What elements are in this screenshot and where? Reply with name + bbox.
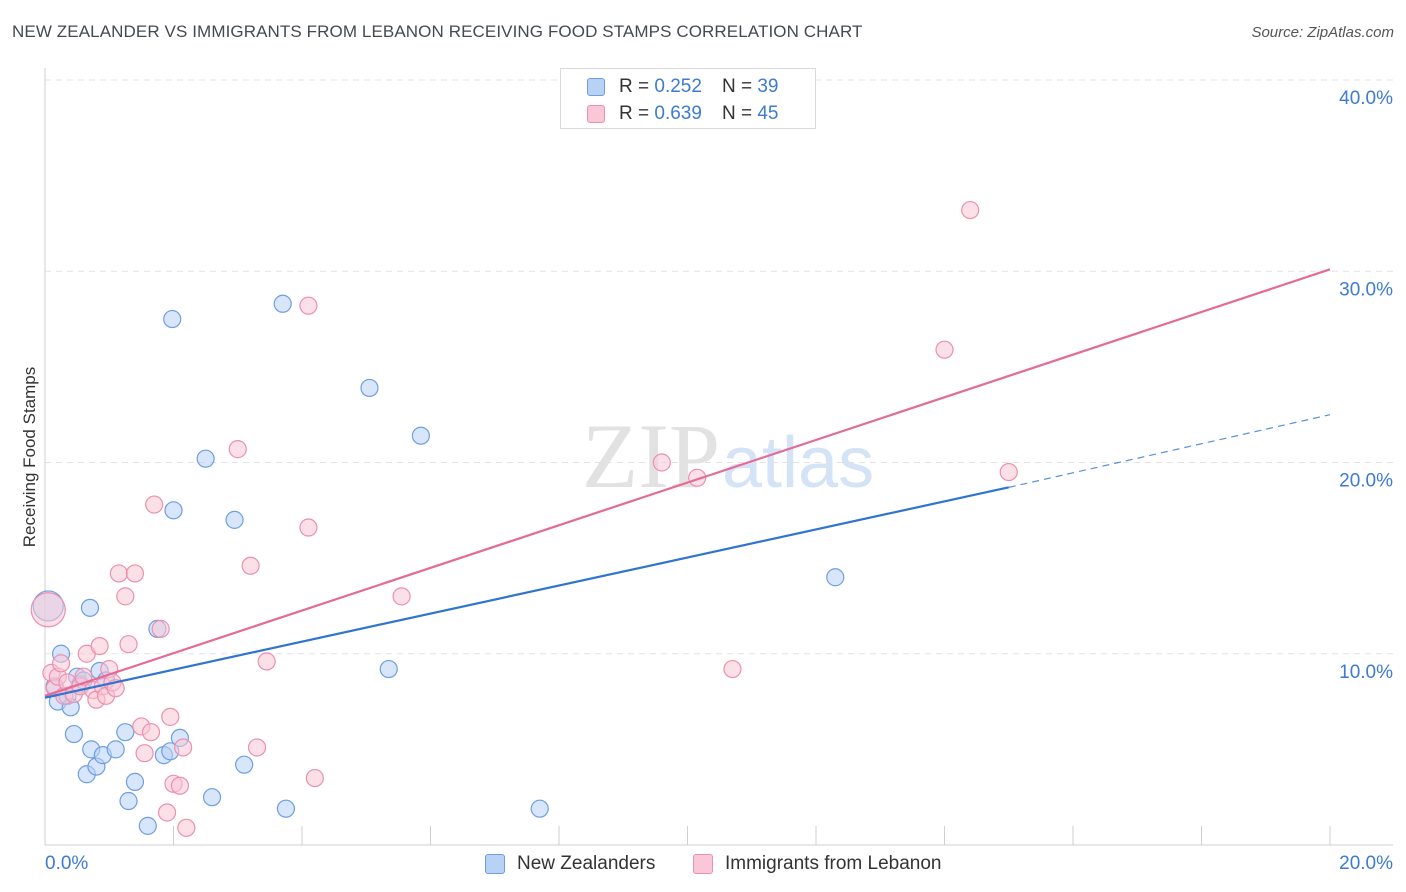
- new-zealanders-point: [360, 378, 379, 398]
- bottom-legend-label: Immigrants from Lebanon: [725, 853, 942, 874]
- new-zealanders-trend-line: [44, 486, 1009, 699]
- y-tick-label: 20.0%: [1339, 471, 1393, 492]
- new-zealanders-point: [106, 740, 125, 759]
- tick-labels: 10.0% 20.0% 30.0% 40.0% 0.0% 20.0%: [45, 88, 1393, 874]
- trend-lines: [44, 268, 1331, 699]
- lebanon-point: [392, 587, 411, 606]
- new-zealanders-point: [164, 501, 183, 520]
- x-tick-label: 20.0%: [1339, 853, 1393, 874]
- lebanon-point: [652, 453, 671, 472]
- new-zealanders-point: [138, 816, 157, 835]
- lebanon-point: [228, 440, 247, 459]
- lebanon-point: [170, 776, 190, 795]
- legend-row-lebanon: R = 0.639 N = 45: [587, 102, 778, 126]
- lebanon-point: [119, 635, 138, 654]
- lebanon-point: [247, 738, 267, 757]
- lebanon-point: [151, 619, 170, 638]
- bottom-legend-label: New Zealanders: [517, 853, 656, 874]
- new-zealanders-point: [125, 772, 145, 791]
- bottom-legend-swatch-pink: [693, 854, 713, 874]
- bottom-legend-swatch-blue: [485, 854, 505, 874]
- legend-r-label: R =: [619, 103, 650, 124]
- lebanon-point: [961, 200, 980, 220]
- new-zealanders-point: [530, 799, 549, 818]
- new-zealanders-point: [119, 791, 138, 811]
- new-zealanders-point: [196, 449, 215, 468]
- chart-title: NEW ZEALANDER VS IMMIGRANTS FROM LEBANON…: [12, 22, 863, 41]
- lebanon-points: [30, 200, 1018, 837]
- lebanon-point: [299, 296, 318, 315]
- lebanon-point: [723, 659, 742, 679]
- lebanon-point: [116, 587, 135, 606]
- watermark-zip: ZIP: [582, 405, 720, 507]
- y-tick-label: 30.0%: [1339, 279, 1393, 300]
- legend-row-new-zealanders: R = 0.252 N = 39: [587, 75, 778, 99]
- bottom-legend-new-zealanders: New Zealanders: [485, 852, 655, 876]
- lebanon-point: [688, 468, 707, 487]
- lebanon-point: [135, 744, 154, 763]
- lebanon-trend-line: [44, 268, 1331, 697]
- legend-n-value: 45: [757, 103, 779, 124]
- source-label: Source: ZipAtlas.com: [1251, 24, 1394, 41]
- new-zealanders-point: [826, 568, 845, 587]
- axis-layer: [44, 68, 1393, 846]
- legend-n-label: N =: [721, 103, 753, 124]
- new-zealanders-point: [64, 724, 84, 744]
- lebanon-point: [305, 768, 324, 788]
- y-axis-label: Receiving Food Stamps: [20, 366, 39, 548]
- legend-r-label: R =: [619, 76, 650, 97]
- new-zealanders-point: [225, 510, 244, 529]
- lebanon-point: [177, 818, 196, 837]
- x-tick-label: 0.0%: [45, 853, 88, 874]
- new-zealanders-point: [276, 799, 296, 818]
- lebanon-point: [141, 723, 161, 742]
- y-tick-label: 10.0%: [1339, 662, 1393, 683]
- legend-n-label: N =: [721, 76, 753, 97]
- lebanon-point: [161, 707, 180, 726]
- new-zealanders-point: [411, 426, 430, 445]
- lebanon-point: [174, 738, 193, 757]
- lebanon-point: [241, 556, 260, 575]
- new-zealanders-point: [235, 755, 254, 774]
- lebanon-point: [157, 803, 177, 822]
- new-zealanders-point: [80, 598, 100, 617]
- new-zealanders-point: [273, 294, 292, 313]
- lebanon-point: [299, 518, 318, 537]
- new-zealanders-point: [379, 659, 398, 679]
- lebanon-point: [145, 495, 164, 514]
- legend-r-value: 0.252: [654, 76, 702, 97]
- new-zealanders-point: [116, 723, 135, 742]
- legend-n-value: 39: [757, 76, 779, 97]
- new-zealanders-point: [202, 788, 222, 807]
- lebanon-point: [257, 652, 276, 671]
- lebanon-point: [30, 592, 66, 628]
- new-zealanders-trend-extension: [1008, 414, 1331, 488]
- lebanon-point: [51, 654, 71, 673]
- legend-r-value: 0.639: [654, 103, 702, 124]
- lebanon-point: [935, 340, 954, 359]
- legend: R = 0.252 N = 39 R = 0.639 N = 45: [560, 68, 816, 129]
- legend-swatch-blue: [587, 78, 605, 96]
- new-zealanders-point: [163, 309, 182, 329]
- lebanon-point: [90, 636, 109, 656]
- lebanon-point: [125, 564, 145, 583]
- legend-swatch-pink: [587, 105, 605, 123]
- lebanon-point: [999, 462, 1018, 482]
- y-tick-label: 40.0%: [1339, 88, 1393, 109]
- bottom-legend-lebanon: Immigrants from Lebanon: [693, 852, 942, 876]
- lebanon-point: [109, 564, 128, 583]
